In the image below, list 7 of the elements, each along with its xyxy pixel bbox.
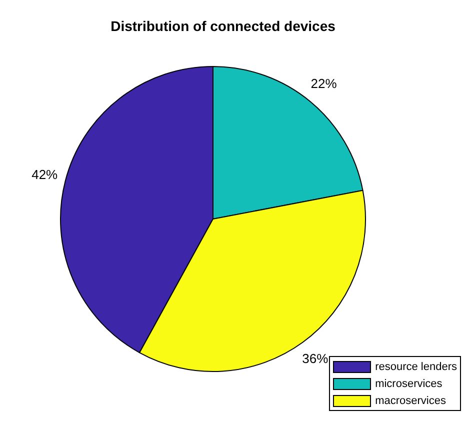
data-label: 42% bbox=[30, 166, 59, 182]
legend-label: resource lenders bbox=[375, 360, 457, 372]
chart-title: Distribution of connected devices bbox=[110, 18, 336, 34]
legend-label: microservices bbox=[375, 378, 442, 390]
data-label: 22% bbox=[310, 76, 338, 92]
legend-label: macroservices bbox=[375, 394, 446, 406]
data-label: 36% bbox=[301, 350, 330, 366]
